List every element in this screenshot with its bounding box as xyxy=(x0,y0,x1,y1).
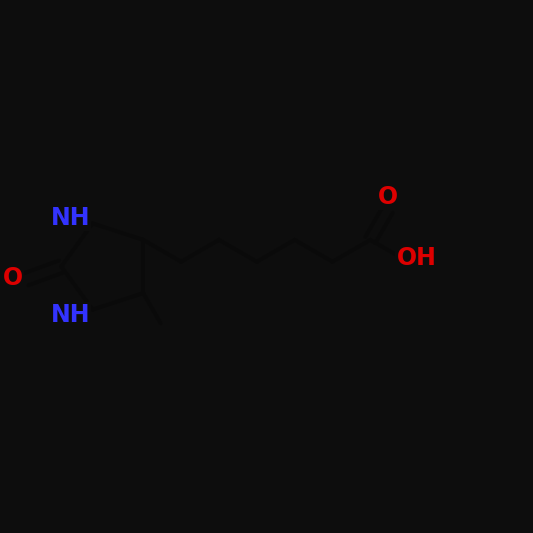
Text: O: O xyxy=(378,184,398,208)
Text: NH: NH xyxy=(51,303,90,327)
Text: O: O xyxy=(3,266,23,290)
Text: NH: NH xyxy=(51,206,90,230)
Text: OH: OH xyxy=(397,246,437,270)
